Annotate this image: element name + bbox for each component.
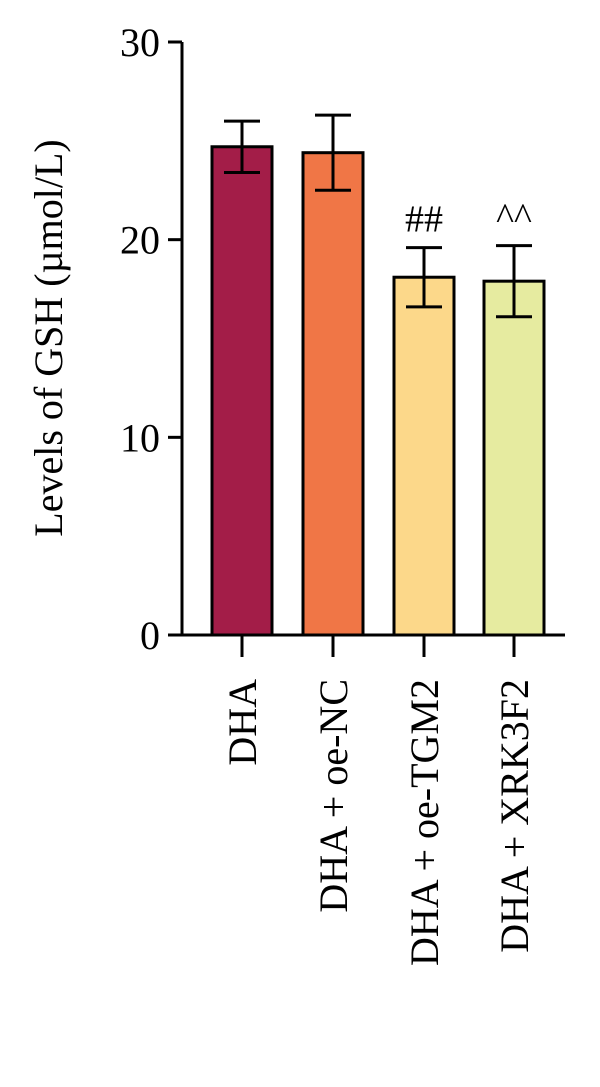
y-axis-ticks: 0 10 20 30 [120, 20, 182, 658]
category-label: DHA + oe-TGM2 [402, 679, 447, 966]
y-tick-label: 30 [120, 20, 160, 65]
bar [301, 151, 365, 637]
significance-marker: ^^ [496, 197, 532, 239]
bar [392, 275, 456, 637]
y-tick-label: 0 [140, 613, 160, 658]
category-label: DHA + XRK3F2 [492, 679, 537, 953]
bars [210, 145, 546, 637]
error-bar [315, 113, 351, 192]
category-label: DHA + oe-NC [311, 679, 356, 913]
error-bar [224, 119, 260, 174]
error-bars [224, 113, 532, 319]
error-bar [406, 246, 442, 309]
category-label: DHA [220, 679, 265, 766]
bar [482, 279, 546, 637]
y-axis-label: Levels of GSH (µmol/L) [26, 139, 71, 536]
error-bar [496, 244, 532, 319]
significance-annotations: ## ^^ [405, 197, 532, 241]
y-tick-label: 10 [120, 415, 160, 460]
significance-marker: ## [405, 199, 443, 241]
y-tick-label: 20 [120, 218, 160, 263]
bar [210, 145, 274, 637]
x-axis-ticks: DHA DHA + oe-NC DHA + oe-TGM2 DHA + XRK3F2 [220, 635, 537, 966]
